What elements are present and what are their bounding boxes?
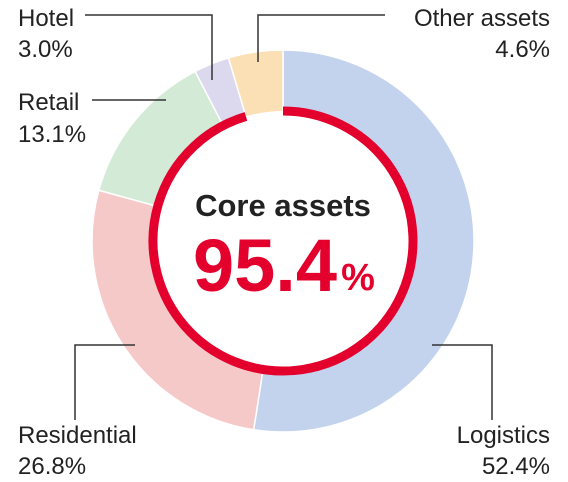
category-label: Logistics bbox=[457, 422, 550, 449]
center-title: Core assets bbox=[195, 188, 371, 223]
value-label: 52.4% bbox=[482, 453, 550, 480]
center-fill bbox=[153, 111, 413, 371]
center-unit: % bbox=[341, 257, 375, 299]
value-label: 13.1% bbox=[18, 121, 86, 148]
center-value: 95.4 bbox=[193, 224, 337, 307]
leader-line bbox=[74, 344, 135, 420]
value-label: 4.6% bbox=[495, 36, 550, 63]
donut bbox=[91, 49, 475, 433]
leader-line bbox=[432, 344, 493, 420]
core-arc bbox=[148, 106, 418, 376]
value-label: 3.0% bbox=[18, 36, 73, 63]
value-label: 26.8% bbox=[18, 453, 86, 480]
category-label: Residential bbox=[18, 422, 137, 449]
category-label: Retail bbox=[18, 89, 79, 116]
leader-line bbox=[257, 14, 385, 62]
category-label: Hotel bbox=[18, 5, 74, 32]
category-label: Other assets bbox=[414, 5, 550, 32]
leader-line bbox=[85, 14, 213, 80]
